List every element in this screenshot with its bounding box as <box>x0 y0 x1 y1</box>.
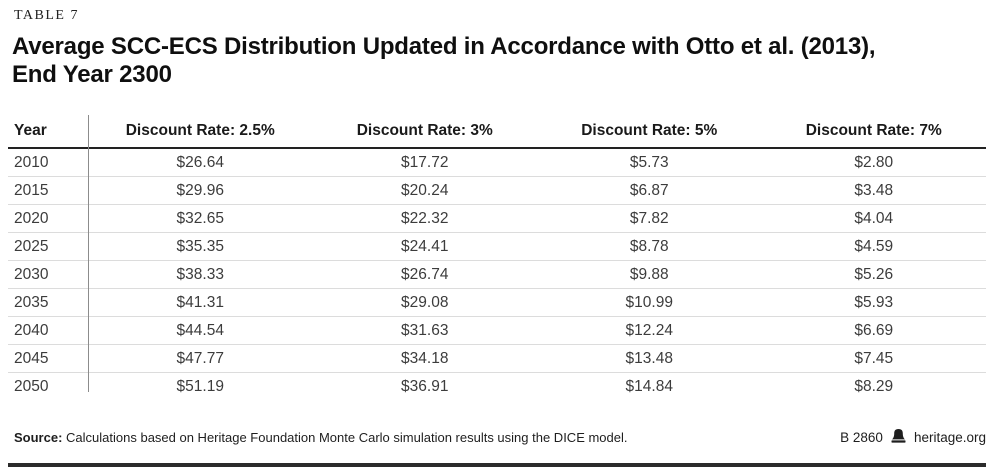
value-cell: $5.93 <box>854 293 894 311</box>
value-cell: $44.54 <box>176 321 224 339</box>
table-row: 2040 $44.54 $31.63 $12.24 $6.69 <box>8 316 986 344</box>
source-text: Calculations based on Heritage Foundatio… <box>66 430 628 445</box>
value-cell: $29.96 <box>176 181 224 199</box>
value-cell: $6.69 <box>854 321 894 339</box>
source-label: Source: <box>14 430 63 445</box>
value-cell: $29.08 <box>401 293 449 311</box>
value-cell: $41.31 <box>176 293 224 311</box>
column-header-dr7: Discount Rate: 7% <box>805 122 942 139</box>
table-row: 2045 $47.77 $34.18 $13.48 $7.45 <box>8 344 986 372</box>
table-title-line2: End Year 2300 <box>12 61 172 88</box>
value-cell: $22.32 <box>401 209 449 227</box>
year-cell: 2045 <box>14 349 49 367</box>
value-cell: $51.19 <box>176 377 224 395</box>
year-cell: 2050 <box>14 377 49 395</box>
year-cell: 2015 <box>14 181 49 199</box>
value-cell: $20.24 <box>401 181 449 199</box>
year-cell: 2025 <box>14 237 49 255</box>
year-column-divider <box>88 115 89 392</box>
year-cell: 2035 <box>14 293 49 311</box>
table-row: 2025 $35.35 $24.41 $8.78 $4.59 <box>8 232 986 260</box>
table-number-label: TABLE 7 <box>14 8 79 23</box>
table-title: Average SCC-ECS Distribution Updated in … <box>12 33 876 89</box>
table-row: 2030 $38.33 $26.74 $9.88 $5.26 <box>8 260 986 288</box>
value-cell: $47.77 <box>176 349 224 367</box>
year-cell: 2010 <box>14 153 49 171</box>
year-cell: 2020 <box>14 209 49 227</box>
table-row: 2035 $41.31 $29.08 $10.99 $5.93 <box>8 288 986 316</box>
value-cell: $9.88 <box>629 265 669 283</box>
table-header-row: Year Discount Rate: 2.5% Discount Rate: … <box>8 115 986 149</box>
value-cell: $26.74 <box>401 265 449 283</box>
column-header-dr25: Discount Rate: 2.5% <box>125 122 275 139</box>
value-cell: $5.73 <box>629 153 669 171</box>
value-cell: $3.48 <box>854 181 894 199</box>
value-cell: $8.78 <box>629 237 669 255</box>
value-cell: $17.72 <box>401 153 449 171</box>
value-cell: $4.04 <box>854 209 894 227</box>
value-cell: $2.80 <box>854 153 894 171</box>
bottom-rule <box>8 463 986 467</box>
value-cell: $4.59 <box>854 237 894 255</box>
value-cell: $24.41 <box>401 237 449 255</box>
table-title-line1: Average SCC-ECS Distribution Updated in … <box>12 33 876 60</box>
table-row: 2015 $29.96 $20.24 $6.87 $3.48 <box>8 176 986 204</box>
table-row: 2020 $32.65 $22.32 $7.82 $4.04 <box>8 204 986 232</box>
document-id: B 2860 <box>840 430 883 445</box>
value-cell: $6.87 <box>629 181 669 199</box>
value-cell: $7.45 <box>854 349 894 367</box>
value-cell: $13.48 <box>625 349 673 367</box>
column-header-year: Year <box>14 122 47 139</box>
column-header-dr5: Discount Rate: 5% <box>581 122 718 139</box>
value-cell: $31.63 <box>401 321 449 339</box>
value-cell: $36.91 <box>401 377 449 395</box>
value-cell: $14.84 <box>625 377 673 395</box>
value-cell: $7.82 <box>629 209 669 227</box>
source-note: Source: Calculations based on Heritage F… <box>14 430 628 445</box>
value-cell: $8.29 <box>854 377 894 395</box>
value-cell: $32.65 <box>176 209 224 227</box>
value-cell: $12.24 <box>625 321 673 339</box>
value-cell: $10.99 <box>625 293 673 311</box>
table-row: 2010 $26.64 $17.72 $5.73 $2.80 <box>8 149 986 176</box>
value-cell: $26.64 <box>176 153 224 171</box>
value-cell: $34.18 <box>401 349 449 367</box>
year-cell: 2030 <box>14 265 49 283</box>
value-cell: $35.35 <box>176 237 224 255</box>
liberty-bell-icon <box>891 429 906 446</box>
site-link: heritage.org <box>913 430 986 445</box>
value-cell: $38.33 <box>176 265 224 283</box>
table-row: 2050 $51.19 $36.91 $14.84 $8.29 <box>8 372 986 400</box>
value-cell: $5.26 <box>854 265 894 283</box>
footer-right: B 2860 heritage.org <box>840 429 986 446</box>
data-table: Year Discount Rate: 2.5% Discount Rate: … <box>8 115 986 400</box>
column-header-dr3: Discount Rate: 3% <box>356 122 493 139</box>
year-cell: 2040 <box>14 321 49 339</box>
